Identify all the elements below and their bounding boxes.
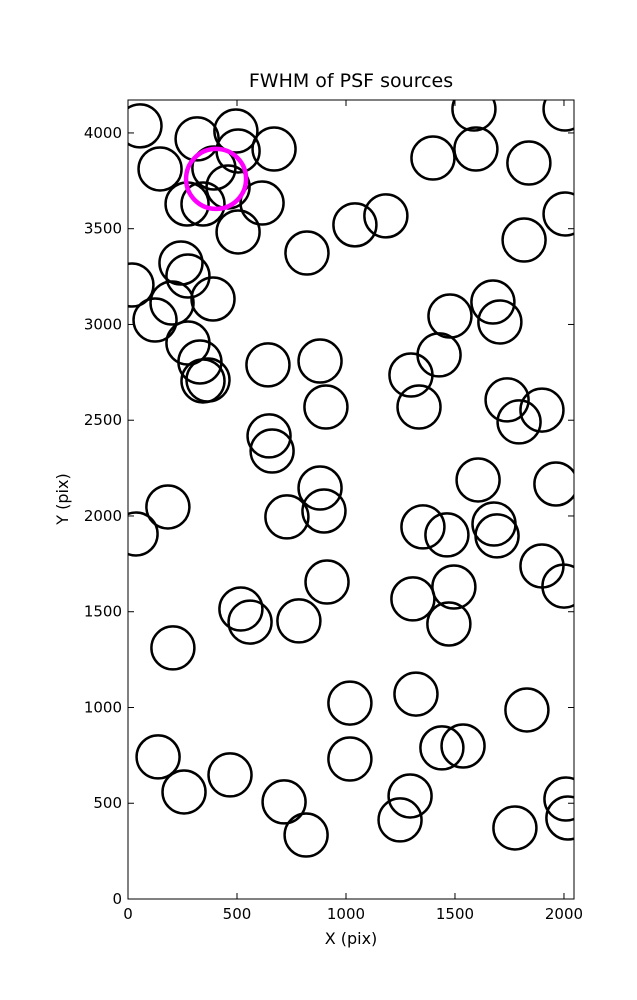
x-tick-label: 1000	[327, 905, 365, 923]
marker	[180, 181, 226, 227]
y-tick-label: 2500	[84, 411, 122, 429]
marker	[542, 100, 574, 132]
highlight-marker	[183, 146, 249, 212]
chart-title: FWHM of PSF sources	[249, 70, 453, 92]
marker	[424, 512, 470, 558]
axes-frame	[127, 99, 575, 900]
marker	[377, 797, 423, 843]
x-tick-label: 1500	[436, 905, 474, 923]
marker	[174, 116, 220, 162]
marker	[400, 504, 446, 550]
y-tick-label: 3000	[84, 315, 122, 333]
y-tick-label: 4000	[84, 124, 122, 142]
marker	[301, 488, 347, 534]
marker	[227, 599, 273, 645]
marker	[396, 384, 442, 430]
marker	[501, 217, 547, 263]
y-tick-label: 1500	[84, 603, 122, 621]
marker	[541, 563, 574, 609]
y-tick-label: 0	[112, 890, 122, 908]
marker	[284, 230, 330, 276]
marker	[251, 126, 297, 172]
y-tick-label: 3500	[84, 220, 122, 238]
marker	[128, 103, 163, 149]
marker	[474, 513, 520, 559]
x-axis-label: X (pix)	[325, 929, 378, 948]
marker	[545, 795, 574, 841]
marker	[239, 180, 285, 226]
marker	[190, 276, 236, 322]
marker	[135, 734, 181, 780]
marker	[533, 461, 574, 507]
marker	[431, 564, 477, 610]
marker	[496, 399, 542, 445]
x-tick-label: 0	[123, 905, 133, 923]
marker	[410, 135, 456, 181]
plot-area	[128, 100, 574, 858]
marker	[150, 625, 196, 671]
marker	[132, 297, 178, 343]
marker	[332, 202, 378, 248]
marker	[218, 586, 264, 632]
y-tick-label: 2000	[84, 507, 122, 525]
x-tick-label: 500	[223, 905, 252, 923]
marker	[264, 494, 310, 540]
marker	[455, 457, 501, 503]
marker	[128, 511, 159, 557]
marker	[297, 338, 343, 384]
marker	[390, 576, 436, 622]
marker	[249, 428, 295, 474]
x-tick-label: 2000	[545, 905, 583, 923]
marker	[149, 280, 195, 326]
marker	[303, 384, 349, 430]
marker	[145, 484, 191, 530]
marker	[440, 723, 486, 769]
marker	[304, 559, 350, 605]
marker	[470, 279, 516, 325]
marker	[128, 262, 155, 308]
marker	[363, 193, 409, 239]
marker	[506, 140, 552, 186]
marker	[484, 377, 530, 423]
marker	[137, 146, 183, 192]
marker	[387, 773, 433, 819]
marker	[542, 191, 574, 237]
marker	[246, 413, 292, 459]
marker	[327, 680, 373, 726]
marker	[161, 769, 207, 815]
marker	[543, 776, 574, 822]
marker	[261, 779, 307, 825]
marker	[215, 209, 261, 255]
marker	[451, 100, 497, 132]
marker	[213, 108, 259, 154]
marker	[327, 736, 373, 782]
marker	[504, 687, 550, 733]
marker	[519, 387, 565, 433]
marker	[419, 725, 465, 771]
marker	[207, 752, 253, 798]
marker	[283, 812, 329, 858]
y-axis-label: Y (pix)	[53, 473, 72, 525]
marker	[453, 126, 499, 172]
marker	[426, 601, 472, 647]
marker	[245, 342, 291, 388]
marker	[165, 253, 211, 299]
y-tick-label: 1000	[84, 698, 122, 716]
marker	[477, 299, 523, 345]
marker	[185, 357, 231, 403]
marker	[427, 293, 473, 339]
marker	[276, 598, 322, 644]
marker	[297, 465, 343, 511]
marker	[492, 805, 538, 851]
y-tick-label: 500	[93, 794, 122, 812]
marker	[393, 671, 439, 717]
